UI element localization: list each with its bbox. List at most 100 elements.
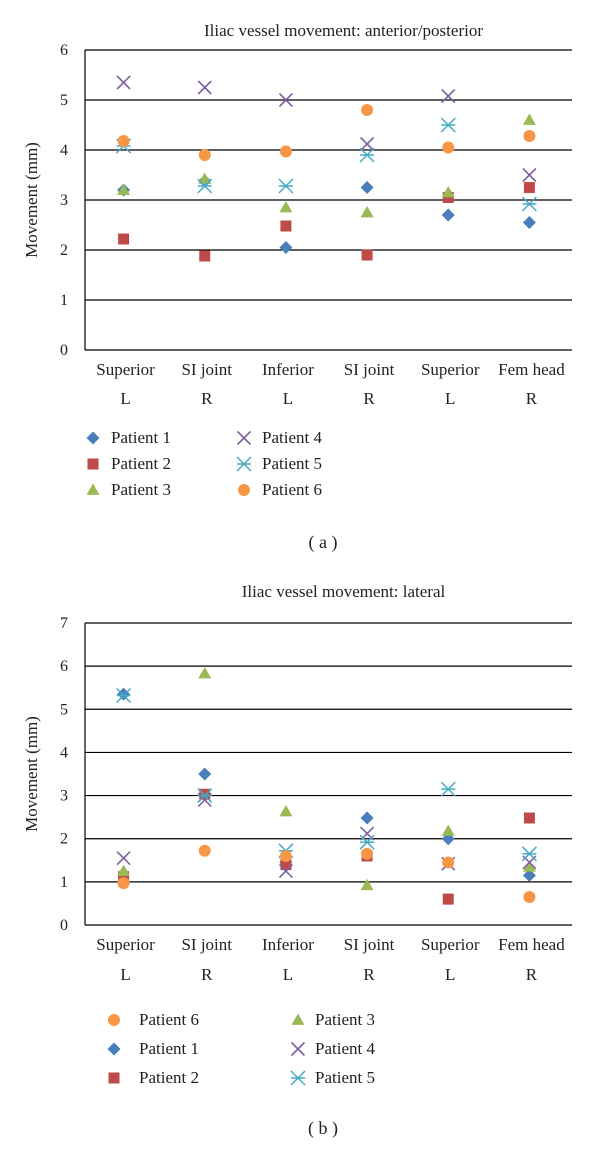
data-point — [117, 135, 130, 147]
panel-label: ( a ) — [309, 532, 338, 553]
data-point — [278, 864, 293, 879]
series-patient-4 — [116, 75, 537, 183]
data-point — [442, 192, 454, 203]
data-point — [197, 788, 213, 804]
y-tick-label: 5 — [60, 701, 68, 718]
series-patient-4 — [116, 792, 537, 879]
series-patient-1 — [117, 687, 536, 882]
data-point — [197, 80, 212, 95]
legend-marker — [86, 483, 100, 495]
data-point — [199, 788, 211, 800]
data-point — [521, 196, 537, 212]
legend-marker — [290, 1041, 306, 1057]
legend: Patient 1 Patient 2 Patient 3 Patient 4 Pati… — [86, 428, 322, 499]
series-patient-3 — [117, 666, 536, 891]
legend-marker — [86, 431, 100, 445]
data-point — [279, 145, 292, 158]
y-axis-label: Movement (mm) — [22, 716, 41, 832]
y-tick-label: 0 — [60, 917, 68, 934]
x-side-label: L — [445, 965, 455, 984]
data-point — [198, 767, 212, 781]
y-axis-label: Movement (mm) — [22, 142, 41, 258]
y-tick-label: 1 — [60, 292, 68, 309]
data-point — [118, 233, 130, 245]
legend-marker — [107, 1042, 121, 1056]
legend-label: Patient 5 — [262, 454, 322, 473]
data-point — [278, 178, 294, 194]
x-side-label: L — [445, 389, 455, 408]
legend-marker — [108, 1072, 120, 1084]
x-category-label: SI joint — [344, 360, 395, 379]
data-point — [522, 167, 537, 183]
chart-title: Iliac vessel movement: anterior/posterio… — [204, 21, 483, 40]
y-tick-label: 5 — [60, 92, 68, 109]
data-point — [442, 141, 455, 154]
data-point — [360, 878, 374, 891]
y-tick-label: 6 — [60, 42, 68, 59]
x-category-label: Fem head — [498, 360, 565, 379]
y-tick-label: 4 — [60, 142, 68, 159]
data-point — [441, 824, 455, 836]
legend-marker — [108, 1014, 120, 1026]
data-point — [279, 849, 292, 862]
x-category-label: Superior — [421, 360, 480, 379]
data-point — [198, 844, 211, 857]
chart-panel-1: Iliac vessel movement: anterior/posterio… — [22, 21, 572, 553]
series-patient-1 — [117, 174, 536, 254]
data-point — [117, 877, 130, 890]
data-point — [360, 811, 374, 825]
data-point — [522, 860, 536, 872]
data-point — [361, 847, 374, 860]
x-category-label: Superior — [96, 935, 155, 954]
data-point — [442, 893, 454, 905]
data-point — [523, 890, 536, 903]
x-side-label: L — [283, 965, 293, 984]
y-tick-label: 1 — [60, 874, 68, 891]
data-point — [361, 104, 374, 116]
data-point — [116, 687, 132, 704]
y-tick-label: 0 — [60, 342, 68, 359]
data-point — [523, 130, 536, 142]
series-patient-2 — [118, 182, 535, 262]
y-tick-label: 3 — [60, 788, 68, 805]
legend-marker — [236, 456, 252, 472]
data-point — [441, 208, 455, 222]
x-category-label: Superior — [96, 360, 155, 379]
data-point — [359, 834, 375, 850]
series-patient-5 — [116, 687, 537, 862]
data-point — [280, 859, 292, 871]
data-point — [442, 856, 455, 869]
data-point — [198, 149, 211, 161]
x-side-label: R — [363, 389, 375, 408]
legend-label: Patient 3 — [315, 1010, 375, 1029]
legend-label: Patient 2 — [139, 1068, 199, 1087]
data-point — [360, 181, 374, 194]
series-patient-5 — [116, 117, 537, 212]
x-category-label: SI joint — [344, 935, 395, 954]
data-point — [117, 183, 131, 195]
data-point — [116, 75, 131, 90]
y-tick-label: 4 — [60, 744, 68, 761]
legend: Patient 6 Patient 1 Patient 2 Patient 3 Pati… — [107, 1010, 375, 1087]
legend-label: Patient 6 — [139, 1010, 199, 1029]
data-point — [279, 241, 293, 254]
data-point — [521, 846, 537, 862]
series-patient-2 — [118, 788, 535, 905]
data-point — [199, 250, 211, 262]
data-point — [198, 172, 212, 184]
data-point — [523, 182, 535, 193]
data-point — [440, 117, 456, 133]
data-point — [441, 186, 455, 198]
x-side-label: R — [201, 965, 213, 984]
data-point — [361, 249, 373, 261]
chart-title: Iliac vessel movement: lateral — [242, 582, 446, 601]
panel-label: ( b ) — [308, 1118, 338, 1139]
series-patient-6 — [117, 844, 536, 903]
x-category-label: SI joint — [181, 360, 232, 379]
data-point — [440, 781, 456, 797]
x-category-label: Inferior — [262, 360, 314, 379]
x-side-label: L — [283, 389, 293, 408]
x-side-label: R — [201, 389, 213, 408]
data-point — [279, 201, 293, 213]
